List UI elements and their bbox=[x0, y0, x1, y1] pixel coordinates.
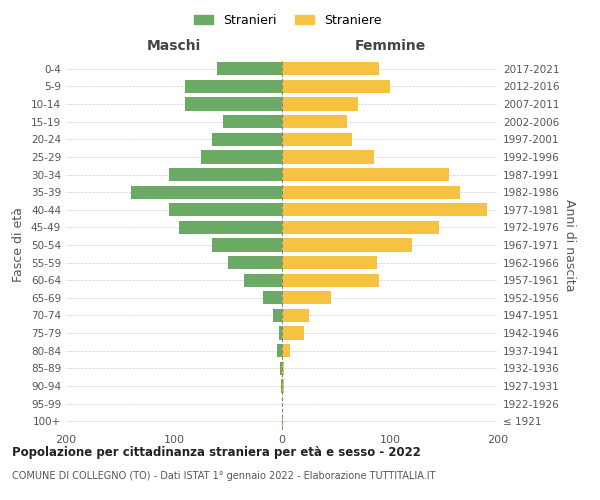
Bar bbox=[282, 309, 309, 322]
Bar bbox=[282, 291, 331, 304]
Bar bbox=[212, 132, 282, 146]
Bar bbox=[282, 132, 352, 146]
Bar bbox=[277, 344, 282, 358]
Bar bbox=[282, 168, 449, 181]
Bar bbox=[263, 291, 282, 304]
Text: Popolazione per cittadinanza straniera per età e sesso - 2022: Popolazione per cittadinanza straniera p… bbox=[12, 446, 421, 459]
Bar bbox=[185, 80, 282, 93]
Bar bbox=[179, 221, 282, 234]
Bar bbox=[281, 380, 282, 392]
Bar bbox=[279, 326, 282, 340]
Bar bbox=[282, 274, 379, 287]
Bar bbox=[274, 309, 282, 322]
Bar bbox=[282, 344, 290, 358]
Bar bbox=[212, 238, 282, 252]
Bar bbox=[282, 256, 377, 269]
Text: Maschi: Maschi bbox=[147, 38, 201, 52]
Bar bbox=[201, 150, 282, 164]
Bar bbox=[280, 362, 282, 375]
Bar bbox=[228, 256, 282, 269]
Bar bbox=[282, 414, 283, 428]
Bar bbox=[282, 362, 284, 375]
Bar bbox=[169, 168, 282, 181]
Y-axis label: Fasce di età: Fasce di età bbox=[13, 208, 25, 282]
Bar bbox=[282, 115, 347, 128]
Bar bbox=[131, 186, 282, 198]
Bar bbox=[282, 98, 358, 110]
Text: Femmine: Femmine bbox=[355, 38, 425, 52]
Bar bbox=[223, 115, 282, 128]
Bar bbox=[282, 221, 439, 234]
Bar bbox=[185, 98, 282, 110]
Bar bbox=[244, 274, 282, 287]
Bar bbox=[282, 62, 379, 76]
Bar bbox=[282, 150, 374, 164]
Bar bbox=[217, 62, 282, 76]
Bar bbox=[282, 326, 304, 340]
Bar bbox=[282, 80, 390, 93]
Bar bbox=[282, 380, 284, 392]
Bar bbox=[282, 203, 487, 216]
Bar bbox=[169, 203, 282, 216]
Legend: Stranieri, Straniere: Stranieri, Straniere bbox=[190, 8, 386, 32]
Y-axis label: Anni di nascita: Anni di nascita bbox=[563, 198, 576, 291]
Bar bbox=[282, 238, 412, 252]
Text: COMUNE DI COLLEGNO (TO) - Dati ISTAT 1° gennaio 2022 - Elaborazione TUTTITALIA.I: COMUNE DI COLLEGNO (TO) - Dati ISTAT 1° … bbox=[12, 471, 436, 481]
Bar bbox=[282, 186, 460, 198]
